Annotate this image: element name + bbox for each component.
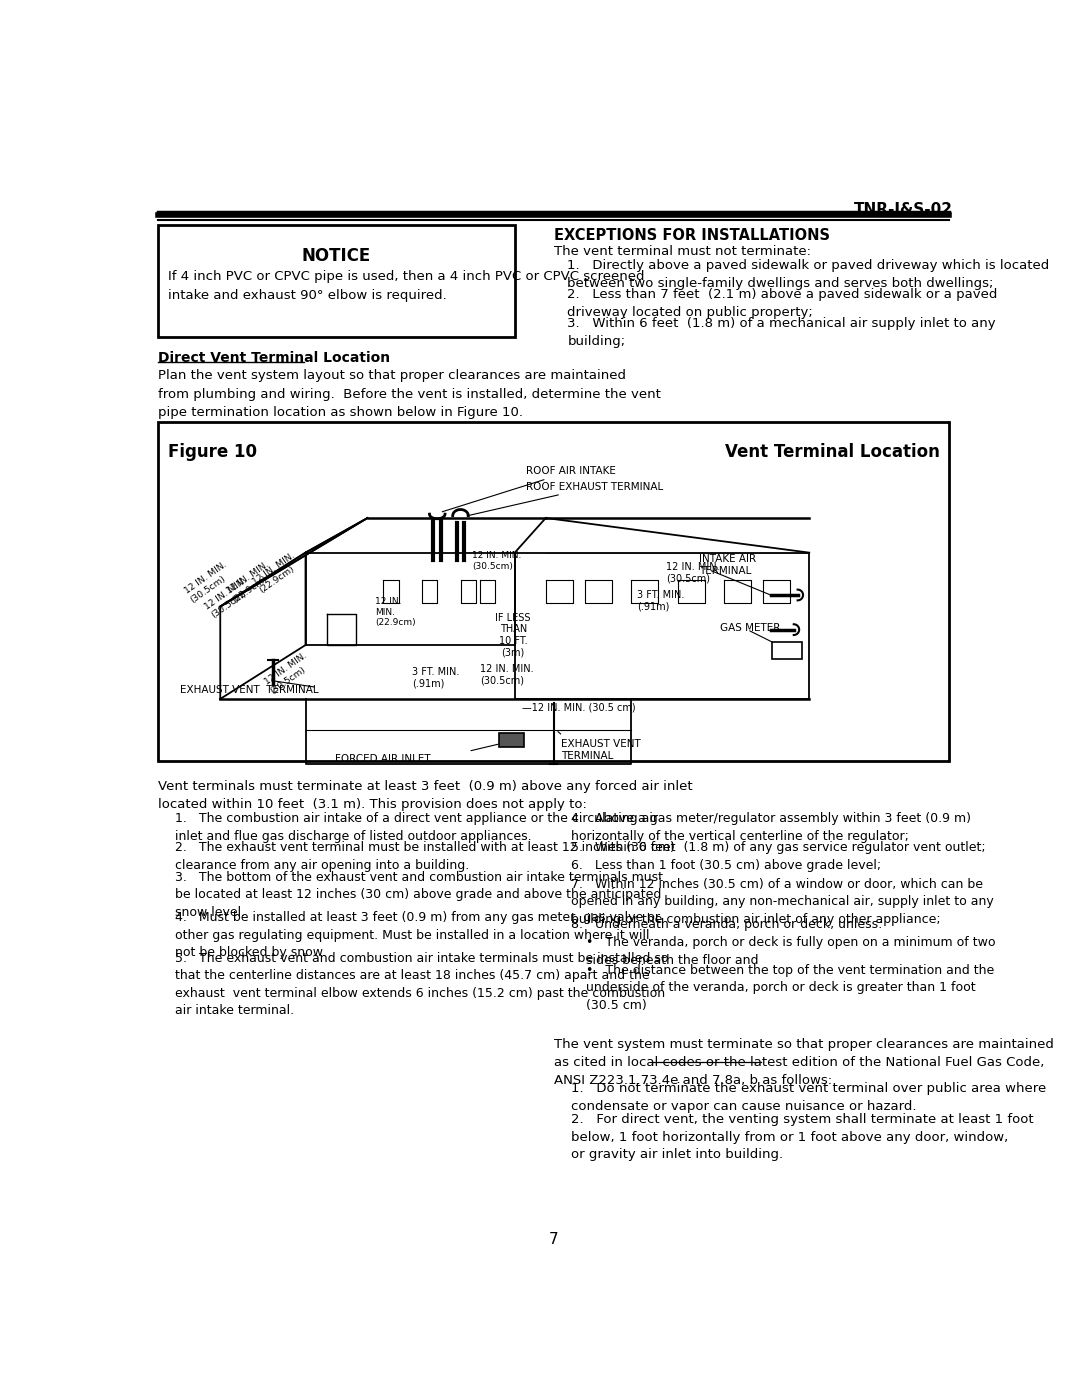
Text: ROOF EXHAUST TERMINAL: ROOF EXHAUST TERMINAL: [467, 482, 663, 515]
Text: IF LESS
THAN
10 FT.
(3m): IF LESS THAN 10 FT. (3m): [496, 613, 531, 658]
Text: GAS METER: GAS METER: [720, 623, 781, 633]
Text: Plan the vent system layout so that proper clearances are maintained
from plumbi: Plan the vent system layout so that prop…: [159, 369, 661, 419]
Text: The vent system must terminate so that proper clearances are maintained
as cited: The vent system must terminate so that p…: [554, 1038, 1053, 1087]
Text: 12 IN. MIN.
(22.9cm): 12 IN. MIN. (22.9cm): [225, 560, 276, 605]
Text: 3.   The bottom of the exhaust vent and combustion air intake terminals must
be : 3. The bottom of the exhaust vent and co…: [175, 870, 663, 919]
Text: EXHAUST VENT
TERMINAL: EXHAUST VENT TERMINAL: [562, 739, 642, 760]
Text: •   The distance between the top of the vent termination and the
underside of th: • The distance between the top of the ve…: [586, 964, 995, 1011]
Text: 2.   Less than 7 feet  (2.1 m) above a paved sidewalk or a paved
driveway locate: 2. Less than 7 feet (2.1 m) above a pave…: [567, 288, 998, 319]
Text: 12 IN. MIN.
(30.5cm): 12 IN. MIN. (30.5cm): [480, 665, 534, 686]
Text: 6.   Less than 1 foot (30.5 cm) above grade level;: 6. Less than 1 foot (30.5 cm) above grad…: [570, 859, 880, 873]
Text: 12 IN. MIN.
(22.9cm): 12 IN. MIN. (22.9cm): [252, 550, 302, 595]
Text: Figure 10: Figure 10: [167, 443, 257, 461]
Bar: [499, 733, 524, 746]
Text: 12 IN. MIN.
(30.5cm): 12 IN. MIN. (30.5cm): [472, 550, 522, 570]
Text: INTAKE AIR
TERMINAL: INTAKE AIR TERMINAL: [699, 555, 756, 576]
Text: 4.   Must be installed at least 3 feet (0.9 m) from any gas meter, gas valve or
: 4. Must be installed at least 3 feet (0.…: [175, 911, 660, 960]
Text: NOTICE: NOTICE: [302, 247, 372, 265]
Text: TNR-I&S-02: TNR-I&S-02: [853, 203, 953, 218]
Text: 12 IN.
MIN.
(22.9cm): 12 IN. MIN. (22.9cm): [375, 598, 416, 627]
Text: If 4 inch PVC or CPVC pipe is used, then a 4 inch PVC or CPVC screened
intake an: If 4 inch PVC or CPVC pipe is used, then…: [167, 270, 644, 302]
Text: 3 FT. MIN.
(.91m): 3 FT. MIN. (.91m): [413, 666, 460, 689]
Text: 5.   The exhaust vent and combustion air intake terminals must be installed so
t: 5. The exhaust vent and combustion air i…: [175, 951, 669, 1017]
Bar: [772, 643, 801, 659]
Text: 7.   Within 12 inches (30.5 cm) of a window or door, which can be
opened in any : 7. Within 12 inches (30.5 cm) of a windo…: [570, 877, 994, 926]
Text: 12 IN. MIN.
(30.5cm): 12 IN. MIN. (30.5cm): [262, 651, 314, 696]
Text: ROOF AIR INTAKE: ROOF AIR INTAKE: [442, 467, 617, 511]
Text: EXCEPTIONS FOR INSTALLATIONS: EXCEPTIONS FOR INSTALLATIONS: [554, 228, 829, 243]
Text: 1.   The combustion air intake of a direct vent appliance or the circulating air: 1. The combustion air intake of a direct…: [175, 812, 659, 842]
Text: 7: 7: [549, 1232, 558, 1246]
Text: 12 IN. MIN.
(30.5cm): 12 IN. MIN. (30.5cm): [666, 562, 719, 584]
FancyBboxPatch shape: [159, 225, 515, 337]
Text: 3.   Within 6 feet  (1.8 m) of a mechanical air supply inlet to any
building;: 3. Within 6 feet (1.8 m) of a mechanical…: [567, 317, 996, 348]
Text: Direct Vent Terminal Location: Direct Vent Terminal Location: [159, 351, 390, 365]
Text: 4.   Above a gas meter/regulator assembly within 3 feet (0.9 m)
horizontally of : 4. Above a gas meter/regulator assembly …: [570, 812, 971, 842]
Text: 2.   The exhaust vent terminal must be installed with at least 12 inches (30 cm): 2. The exhaust vent terminal must be ins…: [175, 841, 675, 872]
Text: •   The veranda, porch or deck is fully open on a minimum of two
sides beneath t: • The veranda, porch or deck is fully op…: [586, 936, 996, 967]
Text: 1.   Do not terminate the exhaust vent terminal over public area where
condensat: 1. Do not terminate the exhaust vent ter…: [570, 1083, 1045, 1113]
Text: 8.   Underneath a veranda, porch or deck, unless:: 8. Underneath a veranda, porch or deck, …: [570, 918, 882, 930]
Text: Vent Terminal Location: Vent Terminal Location: [725, 443, 940, 461]
Text: FORCED AIR INLET: FORCED AIR INLET: [336, 754, 431, 764]
Text: 2.   For direct vent, the venting system shall terminate at least 1 foot
below, : 2. For direct vent, the venting system s…: [570, 1113, 1034, 1161]
Text: 5.   Within 6 feet  (1.8 m) of any gas service regulator vent outlet;: 5. Within 6 feet (1.8 m) of any gas serv…: [570, 841, 985, 855]
Text: EXHAUST VENT  TERMINAL: EXHAUST VENT TERMINAL: [180, 685, 319, 696]
Text: 1.   Directly above a paved sidewalk or paved driveway which is located
between : 1. Directly above a paved sidewalk or pa…: [567, 258, 1050, 289]
Text: 12 IN. MIN.
(30.5cm): 12 IN. MIN. (30.5cm): [203, 576, 255, 620]
Text: —12 IN. MIN. (30.5 cm): —12 IN. MIN. (30.5 cm): [523, 703, 636, 712]
Text: Vent terminals must terminate at least 3 feet  (0.9 m) above any forced air inle: Vent terminals must terminate at least 3…: [159, 780, 693, 810]
Text: 12 IN. MIN.
(30.5cm): 12 IN. MIN. (30.5cm): [183, 560, 234, 605]
FancyBboxPatch shape: [159, 422, 948, 760]
Text: 3 FT. MIN.
(.91m): 3 FT. MIN. (.91m): [637, 590, 685, 612]
Text: The vent terminal must not terminate:: The vent terminal must not terminate:: [554, 244, 810, 257]
